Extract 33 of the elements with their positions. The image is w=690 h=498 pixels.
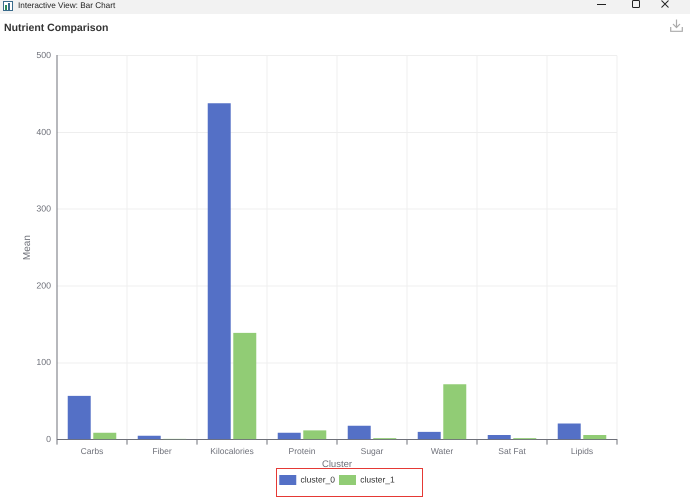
x-tick-label: Lipids (570, 446, 594, 456)
y-tick-label: 500 (36, 50, 52, 60)
bar (303, 430, 326, 440)
y-tick-label: 400 (36, 126, 52, 137)
legend-label: cluster_1 (360, 474, 396, 484)
bar (208, 103, 231, 440)
y-tick-label: 0 (46, 434, 52, 444)
bar (278, 432, 301, 440)
bar (583, 434, 606, 440)
bar (348, 426, 371, 440)
bar (93, 432, 116, 440)
x-tick-label: Water (430, 446, 454, 456)
bar (443, 384, 466, 440)
legend-title: Cluster (322, 458, 352, 470)
bar (138, 436, 161, 440)
x-tick-label: Kilocalories (210, 446, 254, 456)
y-tick-label: 100 (36, 357, 52, 368)
x-tick-label: Sat Fat (498, 446, 526, 456)
bar (68, 396, 91, 440)
bar (233, 332, 256, 440)
x-tick-label: Sugar (360, 446, 384, 456)
x-tick-label: Fiber (152, 446, 172, 456)
y-tick-label: 300 (36, 204, 52, 214)
bar (488, 434, 511, 440)
x-tick-label: Protein (288, 446, 316, 456)
text: Interactive View: Bar Chart (18, 0, 116, 11)
y-tick-label: 200 (36, 280, 52, 290)
bar (558, 423, 581, 440)
bar (418, 432, 441, 440)
x-tick-label: Carbs (80, 446, 104, 456)
legend-label: cluster_0 (300, 474, 336, 484)
chart-title: Nutrient Comparison (4, 22, 108, 34)
y-axis-title: Mean (22, 235, 33, 260)
